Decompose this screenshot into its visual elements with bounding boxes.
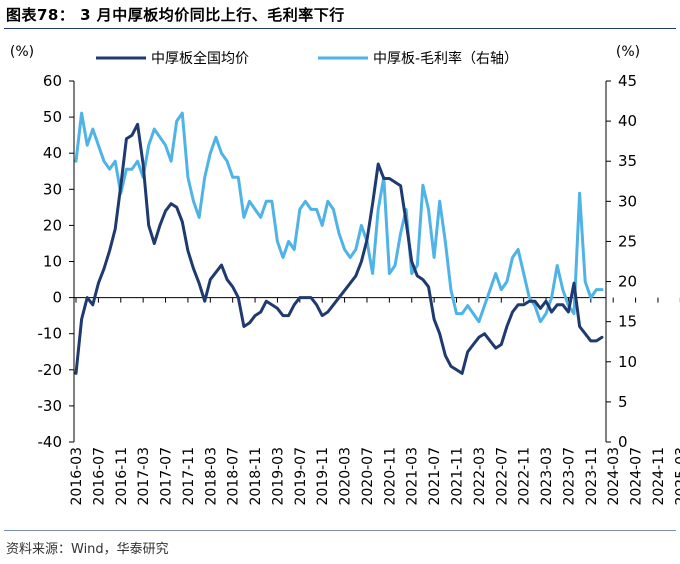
- x-tick-label: 2021-03: [405, 447, 421, 506]
- x-tick-label: 2020-11: [382, 447, 398, 506]
- x-tick-label: 2017-03: [136, 447, 152, 506]
- right-axis-unit: (%): [616, 44, 640, 60]
- right-tick-label: 25: [618, 232, 637, 250]
- left-axis-tick-labels: 60 50 40 30 20 10 0 -10 -20 -30 -40: [38, 72, 74, 451]
- chart-title: 图表78： 3 月中厚板均价同比上行、毛利率下行: [6, 6, 345, 24]
- right-tick-label: 5: [618, 393, 628, 411]
- right-tick-label: 35: [618, 152, 637, 170]
- left-tick-label: -10: [38, 325, 63, 343]
- x-tick-label: 2025-03: [673, 447, 680, 506]
- x-tick-label: 2018-03: [203, 447, 219, 506]
- series-line-price: [74, 122, 604, 375]
- left-tick-label: 20: [43, 216, 62, 234]
- left-tick-label: 60: [43, 72, 62, 90]
- right-tick-label: 15: [618, 313, 637, 331]
- left-tick-label: -30: [38, 397, 63, 415]
- x-tick-label: 2018-07: [226, 447, 242, 506]
- x-tick-label: 2024-07: [629, 447, 645, 506]
- x-tick-label: 2018-11: [248, 447, 264, 506]
- x-tick-marks: [75, 297, 680, 303]
- right-tick-label: 10: [618, 353, 637, 371]
- x-tick-label: 2023-07: [561, 447, 577, 506]
- left-tick-label: 10: [43, 253, 62, 271]
- x-tick-label: 2017-07: [159, 447, 175, 506]
- left-tick-label: 0: [52, 289, 62, 307]
- x-tick-label: 2019-03: [270, 447, 286, 506]
- legend: 中厚板全国均价 中厚板-毛利率（右轴）: [96, 50, 518, 67]
- x-tick-label: 2023-03: [539, 447, 555, 506]
- left-tick-label: 40: [43, 144, 62, 162]
- x-tick-label: 2023-11: [584, 447, 600, 506]
- x-tick-label: 2021-11: [450, 447, 466, 506]
- x-tick-label: 2016-03: [69, 447, 85, 506]
- right-axis-tick-labels: 45 40 35 30 25 20 15 10 5 0: [606, 72, 637, 451]
- x-tick-label: 2019-11: [315, 447, 331, 506]
- left-axis-unit: (%): [10, 44, 34, 60]
- source-divider: [4, 530, 676, 531]
- right-tick-label: 40: [618, 112, 637, 130]
- legend-label-margin: 中厚板-毛利率（右轴）: [373, 50, 518, 67]
- x-tick-label: 2020-07: [360, 447, 376, 506]
- x-tick-label: 2016-11: [114, 447, 130, 506]
- x-tick-label: 2024-03: [606, 447, 622, 506]
- right-tick-label: 0: [618, 433, 628, 451]
- source-note: 资料来源：Wind，华泰研究: [6, 542, 169, 557]
- left-tick-label: -40: [38, 433, 63, 451]
- right-tick-label: 30: [618, 192, 637, 210]
- x-tick-label: 2016-07: [91, 447, 107, 506]
- right-tick-label: 45: [618, 72, 637, 90]
- x-tick-label: 2022-11: [517, 447, 533, 506]
- x-tick-label: 2022-07: [494, 447, 510, 506]
- x-tick-label: 2024-11: [651, 447, 667, 506]
- x-tick-label: 2021-07: [427, 447, 443, 506]
- x-axis-tick-labels: 2016-03 2016-07 2016-11 2017-03 2017-07 2017-…: [69, 447, 680, 506]
- series-lines: [74, 111, 604, 375]
- x-tick-label: 2020-03: [338, 447, 354, 506]
- legend-label-price: 中厚板全国均价: [151, 50, 249, 67]
- left-tick-label: 50: [43, 108, 62, 126]
- x-tick-label: 2019-07: [293, 447, 309, 506]
- left-tick-label: -20: [38, 361, 63, 379]
- x-tick-label: 2022-03: [472, 447, 488, 506]
- right-tick-label: 20: [618, 273, 637, 291]
- title-divider: [4, 28, 676, 29]
- x-tick-label: 2017-11: [181, 447, 197, 506]
- series-line-margin: [74, 111, 604, 324]
- left-tick-label: 30: [43, 180, 62, 198]
